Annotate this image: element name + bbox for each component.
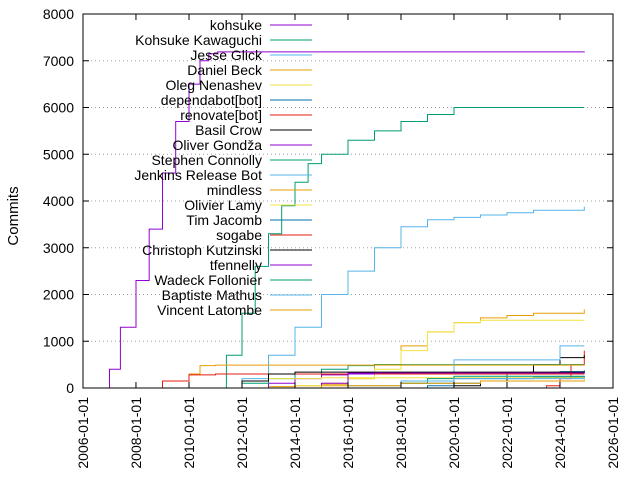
x-tick-label: 2026-01-01 [605, 397, 621, 469]
legend-label: Oleg Nenashev [165, 77, 262, 93]
series-line [533, 350, 585, 389]
legend-label: Oliver Gondža [173, 137, 263, 153]
y-tick-label: 3000 [43, 240, 74, 256]
x-tick-label: 2020-01-01 [446, 397, 462, 469]
x-axis: 2006-01-01 2008-01-01 2010-01-01 2012-01-01… [75, 14, 621, 469]
legend-label: Stephen Connolly [151, 152, 262, 168]
x-tick-label: 2014-01-01 [287, 397, 303, 469]
legend-label: tfennelly [210, 257, 262, 273]
y-tick-label: 5000 [43, 146, 74, 162]
legend-label: Vincent Latombe [157, 302, 262, 318]
y-tick-label: 0 [66, 380, 74, 396]
legend-label: Christoph Kutzinski [142, 242, 262, 258]
x-tick-label: 2024-01-01 [552, 397, 568, 469]
series-line [105, 51, 585, 389]
legend-label: Olivier Lamy [184, 197, 262, 213]
series-line [253, 319, 585, 389]
legend-label: Basil Crow [195, 122, 263, 138]
legend-label: renovate[bot] [180, 107, 262, 123]
y-tick-label: 2000 [43, 287, 74, 303]
y-tick-label: 8000 [43, 6, 74, 22]
x-tick-label: 2012-01-01 [234, 397, 250, 469]
legend-label: Tim Jacomb [186, 212, 262, 228]
x-tick-label: 2006-01-01 [75, 397, 91, 469]
y-axis: 0 1000 2000 3000 4000 5000 6000 7000 8000 [43, 6, 613, 396]
y-tick-label: 4000 [43, 193, 74, 209]
legend-label: mindless [207, 182, 262, 198]
legend-label: Daniel Beck [187, 62, 263, 78]
legend-label: dependabot[bot] [161, 92, 262, 108]
legend-label: Wadeck Follonier [154, 272, 262, 288]
series-line [226, 206, 585, 389]
x-tick-label: 2018-01-01 [393, 397, 409, 469]
x-tick-label: 2008-01-01 [128, 397, 144, 469]
y-tick-label: 6000 [43, 100, 74, 116]
legend-label: sogabe [216, 227, 262, 243]
legend-label: Kohsuke Kawaguchi [135, 32, 262, 48]
x-tick-label: 2016-01-01 [340, 397, 356, 469]
legend-label: kohsuke [210, 17, 262, 33]
legend-label: Jesse Glick [190, 47, 263, 63]
x-tick-label: 2010-01-01 [181, 397, 197, 469]
y-axis-label: Commits [5, 186, 22, 245]
series-line [136, 373, 585, 389]
y-tick-label: 7000 [43, 53, 74, 69]
series-line [215, 107, 585, 389]
x-tick-label: 2022-01-01 [499, 397, 515, 469]
series-line [242, 345, 585, 389]
legend-label: Jenkins Release Bot [134, 167, 262, 183]
legend-label: Baptiste Mathus [162, 287, 262, 303]
y-tick-label: 1000 [43, 333, 74, 349]
